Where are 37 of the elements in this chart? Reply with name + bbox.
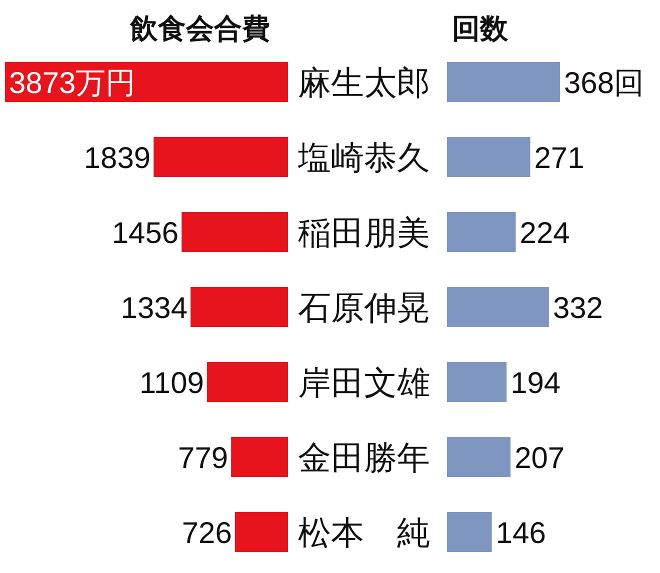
- bar: [447, 437, 511, 477]
- y-tick-label: 松本 純: [298, 514, 430, 551]
- data-label: 207: [514, 442, 565, 475]
- data-label: 1334: [120, 292, 188, 325]
- bar: [447, 212, 516, 252]
- data-label: 332: [552, 292, 604, 325]
- y-tick-label: 稲田朋美: [298, 214, 430, 251]
- bar: [231, 437, 288, 477]
- data-label: 194: [510, 367, 561, 400]
- bar: [154, 137, 288, 177]
- data-label: 1109: [139, 367, 204, 400]
- bar: [447, 137, 530, 177]
- data-label: 3873万円: [9, 67, 136, 100]
- bar: [182, 212, 288, 252]
- bar: [447, 362, 507, 402]
- y-tick-label: 岸田文雄: [298, 364, 430, 401]
- bar: [5, 62, 288, 102]
- y-tick-label: 石原伸晃: [298, 289, 430, 326]
- data-label: 271: [534, 142, 584, 175]
- bar: [447, 512, 492, 552]
- data-label: 726: [182, 517, 232, 550]
- y-tick-label: 塩崎恭久: [297, 139, 430, 176]
- bar: [206, 362, 288, 402]
- data-label: 368回: [564, 67, 644, 100]
- y-tick-label: 麻生太郎: [298, 64, 430, 101]
- bar: [234, 512, 288, 552]
- data-label: 779: [178, 442, 228, 475]
- data-label: 1839: [84, 142, 151, 175]
- bar: [447, 287, 549, 327]
- chart-title: 回数: [452, 13, 509, 44]
- bar: [447, 62, 560, 102]
- data-label: 146: [496, 517, 546, 550]
- data-label: 1456: [112, 217, 179, 250]
- chart-title: 飲食会合費: [129, 13, 270, 44]
- bar: [190, 287, 288, 327]
- y-tick-label: 金田勝年: [298, 439, 430, 476]
- data-label: 224: [520, 217, 570, 250]
